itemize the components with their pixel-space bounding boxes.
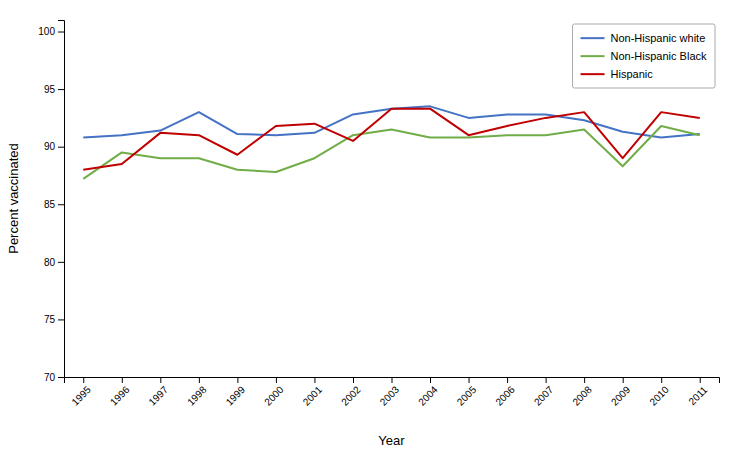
x-tick: 2004: [416, 377, 440, 408]
x-tick: 2001: [301, 377, 325, 408]
legend-swatch: [581, 55, 605, 57]
tick-mark: [584, 377, 585, 383]
x-tick: 2003: [378, 377, 402, 408]
tick-mark: [199, 377, 200, 383]
tick-mark: [507, 377, 508, 383]
axis-line: [58, 21, 65, 378]
y-axis-title: Percent vaccinated: [6, 143, 21, 254]
tick-mark: [546, 377, 547, 383]
tick-mark: [160, 377, 161, 383]
tick-mark: [58, 377, 64, 378]
tick-label: 2009: [609, 384, 633, 408]
tick-label: 90: [44, 141, 56, 152]
y-tick: 100: [38, 26, 64, 37]
tick-mark: [237, 377, 238, 383]
tick-label: 1996: [108, 384, 132, 408]
x-tick: 2007: [532, 377, 556, 408]
y-tick: 85: [44, 199, 64, 210]
tick-label: 95: [44, 84, 56, 95]
tick-mark: [58, 319, 64, 320]
y-tick: 95: [44, 84, 64, 95]
tick-label: 1997: [147, 384, 171, 408]
tick-label: 2008: [570, 384, 594, 408]
tick-mark: [58, 204, 64, 205]
tick-mark: [314, 377, 315, 383]
tick-label: 2007: [532, 384, 556, 408]
tick-mark: [83, 377, 84, 383]
tick-mark: [430, 377, 431, 383]
x-tick: 2011: [686, 377, 709, 407]
tick-mark: [392, 377, 393, 383]
y-axis: 70 75 80 85 90 95 100: [38, 21, 64, 383]
legend-swatch: [581, 37, 605, 39]
tick-mark: [122, 377, 123, 383]
tick-label: 2010: [647, 384, 671, 408]
legend-label: Non-Hispanic Black: [611, 50, 707, 62]
legend-label: Non-Hispanic white: [611, 32, 706, 44]
x-tick: 1998: [185, 377, 209, 408]
tick-label: 1995: [69, 384, 93, 408]
x-tick: 2010: [647, 377, 671, 408]
tick-mark: [700, 377, 701, 383]
x-axis-title: Year: [378, 433, 405, 448]
tick-mark: [353, 377, 354, 383]
x-tick: 1999: [224, 377, 248, 408]
tick-label: 2002: [339, 384, 363, 408]
tick-mark: [661, 377, 662, 383]
legend: Non-Hispanic white Non-Hispanic Black Hisp…: [573, 24, 715, 88]
x-tick: 2006: [493, 377, 517, 408]
marks: [83, 106, 699, 179]
tick-label: 75: [44, 314, 56, 325]
chart: 1995 1996 1997 1998 1999 2000 2001 2002 2003 2004…: [0, 0, 743, 455]
axis-line: [65, 378, 720, 384]
legend-frame: [573, 24, 715, 88]
tick-label: 2000: [262, 384, 286, 408]
y-tick: 75: [44, 314, 64, 325]
y-tick: 70: [44, 372, 64, 383]
tick-label: 100: [38, 26, 55, 37]
x-tick: 2005: [455, 377, 479, 408]
y-tick: 90: [44, 141, 64, 152]
legend-item: Non-Hispanic Black: [581, 50, 707, 62]
tick-label: 2004: [416, 384, 440, 408]
legend-swatch: [581, 73, 605, 75]
tick-label: 80: [44, 257, 56, 268]
tick-mark: [623, 377, 624, 383]
tick-label: 85: [44, 199, 56, 210]
tick-label: 2005: [455, 384, 479, 408]
legend-item: Hispanic: [581, 68, 654, 80]
x-tick: 1995: [69, 377, 93, 408]
x-tick: 2000: [262, 377, 286, 408]
tick-mark: [469, 377, 470, 383]
x-tick: 2002: [339, 377, 363, 408]
tick-label: 2006: [493, 384, 517, 408]
x-tick: 2009: [609, 377, 633, 408]
tick-mark: [58, 262, 64, 263]
plot: 1995 1996 1997 1998 1999 2000 2001 2002 2003 2004…: [38, 21, 719, 408]
x-tick: 1996: [108, 377, 132, 408]
tick-label: 2003: [378, 384, 402, 408]
x-axis: 1995 1996 1997 1998 1999 2000 2001 2002 2003 2004…: [65, 377, 720, 408]
legend-item: Non-Hispanic white: [581, 32, 706, 44]
x-tick: 2008: [570, 377, 594, 408]
tick-label: 2001: [301, 384, 325, 408]
tick-label: 70: [44, 372, 56, 383]
tick-mark: [58, 89, 64, 90]
y-tick: 80: [44, 257, 64, 268]
series-line: [83, 109, 699, 170]
tick-mark: [58, 147, 64, 148]
tick-mark: [58, 32, 64, 33]
tick-label: 1999: [224, 384, 248, 408]
tick-label: 2011: [686, 384, 709, 407]
tick-label: 1998: [185, 384, 209, 408]
x-tick: 1997: [147, 377, 171, 408]
tick-mark: [276, 377, 277, 383]
legend-label: Hispanic: [611, 68, 654, 80]
